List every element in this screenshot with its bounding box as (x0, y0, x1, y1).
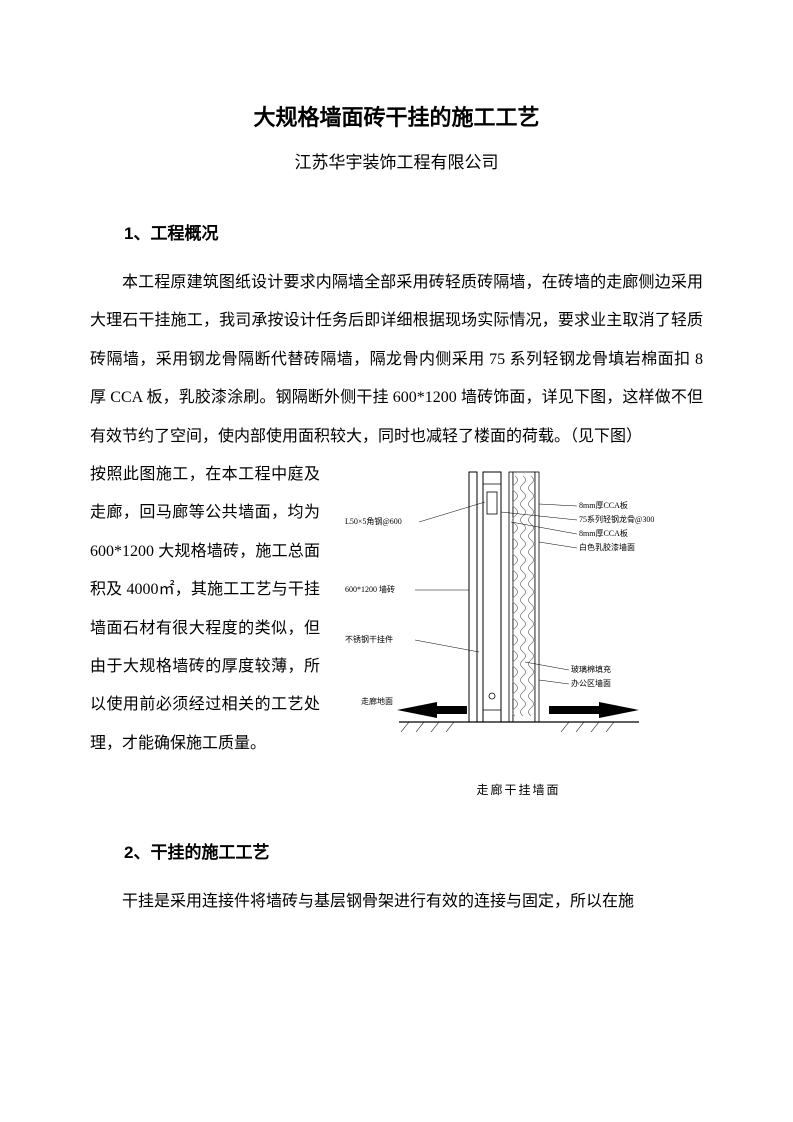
wall-section-diagram: L50×5角钢@600 600*1200 墙砖 不锈钢干挂件 走廊地面 8mm厚… (339, 462, 699, 762)
section2-para1: 干挂是采用连接件将墙砖与基层钢骨架进行有效的连接与固定，所以在施 (90, 883, 703, 921)
page: 大规格墙面砖干挂的施工工艺 江苏华宇装饰工程有限公司 1、工程概况 本工程原建筑… (0, 0, 793, 1122)
diagram-label-r2: 75系列轻钢龙骨@300 (579, 514, 654, 524)
diagram-label-mid-left: 600*1200 墙砖 (345, 584, 395, 594)
diagram-column: L50×5角钢@600 600*1200 墙砖 不锈钢干挂件 走廊地面 8mm厚… (334, 456, 703, 798)
diagram-label-r3: 8mm厚CCA板 (579, 528, 628, 538)
section1-para2: 按照此图施工，在本工程中庭及走廊，回马廊等公共墙面，均为 600*1200 大规… (90, 456, 320, 763)
diagram-label-top-left: L50×5角钢@600 (345, 516, 402, 526)
diagram-label-low-left: 不锈钢干挂件 (345, 634, 393, 644)
section2: 2、干挂的施工工艺 干挂是采用连接件将墙砖与基层钢骨架进行有效的连接与固定，所以… (90, 838, 703, 921)
diagram-caption: 走廊干挂墙面 (339, 781, 699, 798)
diagram-label-bottom-left: 走廊地面 (361, 696, 393, 706)
section2-heading: 2、干挂的施工工艺 (90, 838, 703, 863)
diagram-label-r5: 玻璃棉填充 (571, 664, 611, 674)
two-column-block: 按照此图施工，在本工程中庭及走廊，回马廊等公共墙面，均为 600*1200 大规… (90, 456, 703, 798)
diagram: L50×5角钢@600 600*1200 墙砖 不锈钢干挂件 走廊地面 8mm厚… (339, 462, 699, 798)
doc-subtitle: 江苏华宇装饰工程有限公司 (90, 148, 703, 173)
diagram-label-r4: 白色乳胶漆墙面 (579, 542, 635, 552)
section1-heading: 1、工程概况 (90, 219, 703, 244)
doc-title: 大规格墙面砖干挂的施工工艺 (90, 100, 703, 132)
diagram-label-r6: 办公区墙面 (571, 678, 611, 688)
section1-para1: 本工程原建筑图纸设计要求内隔墙全部采用砖轻质砖隔墙，在砖墙的走廊侧边采用大理石干… (90, 264, 703, 456)
diagram-label-r1: 8mm厚CCA板 (579, 500, 628, 510)
